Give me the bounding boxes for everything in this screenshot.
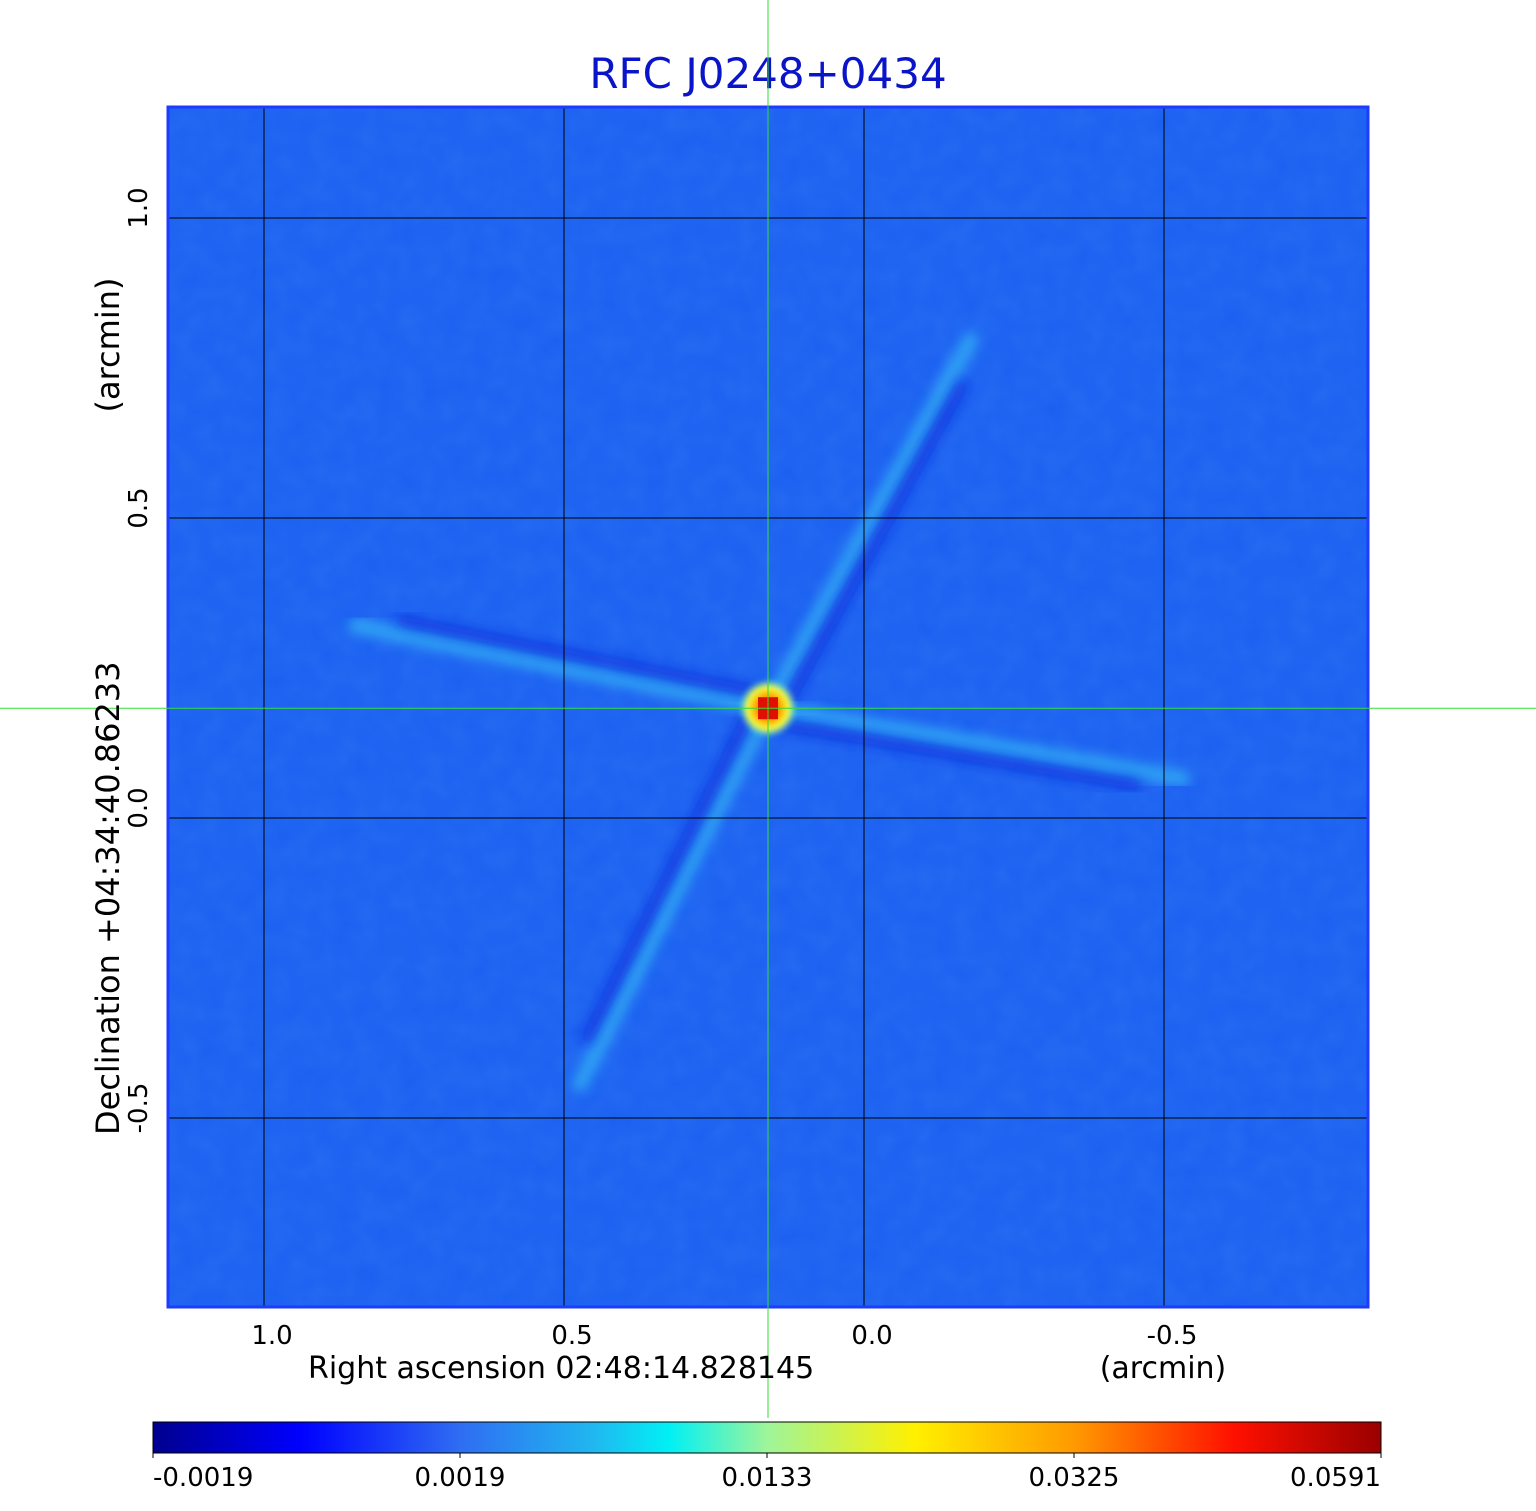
y-axis-unit: (arcmin): [89, 278, 127, 413]
colorbar-tick-label: 0.0019: [415, 1463, 506, 1493]
negative-lobe: [764, 717, 1142, 791]
sidelobe-arm: [760, 700, 1191, 787]
sidelobe-arm: [348, 617, 776, 717]
negative-lobe: [397, 615, 772, 700]
y-tick-labels: 1.0 0.5 0.0 -0.5: [124, 187, 154, 1133]
colorbar: [152, 1421, 1382, 1454]
x-tick-label: -0.5: [1147, 1321, 1198, 1351]
x-axis-label: Right ascension 02:48:14.828145: [308, 1351, 814, 1386]
colorbar-tick-label: 0.0133: [722, 1463, 813, 1493]
y-tick-label: 0.0: [124, 787, 154, 828]
crosshair: [0, 0, 1536, 1418]
negative-lobe: [581, 699, 760, 1045]
x-tick-label: 1.0: [251, 1321, 292, 1351]
y-tick-label: -0.5: [124, 1083, 154, 1134]
x-tick-label: 0.5: [551, 1321, 592, 1351]
x-tick-label: 0.0: [851, 1321, 892, 1351]
map-features: [348, 332, 1191, 1092]
x-axis-unit: (arcmin): [1100, 1351, 1227, 1386]
y-tick-label: 0.5: [124, 487, 154, 528]
colorbar-tick-labels: -0.0019 0.0019 0.0133 0.0325 0.0591: [152, 1453, 1382, 1493]
y-axis-label: Declination +04:34:40.86233: [89, 661, 127, 1135]
sidelobe-arm: [760, 332, 979, 717]
colorbar-tick-label: -0.0019: [153, 1463, 253, 1493]
colorbar-tick-label: 0.0325: [1029, 1463, 1120, 1493]
y-tick-label: 1.0: [124, 187, 154, 228]
colorbar-tick-label: 0.0591: [1290, 1463, 1381, 1493]
negative-lobe: [775, 379, 968, 718]
x-tick-labels: 1.0 0.5 0.0 -0.5: [251, 1321, 1197, 1351]
sidelobe-arm: [572, 700, 776, 1092]
